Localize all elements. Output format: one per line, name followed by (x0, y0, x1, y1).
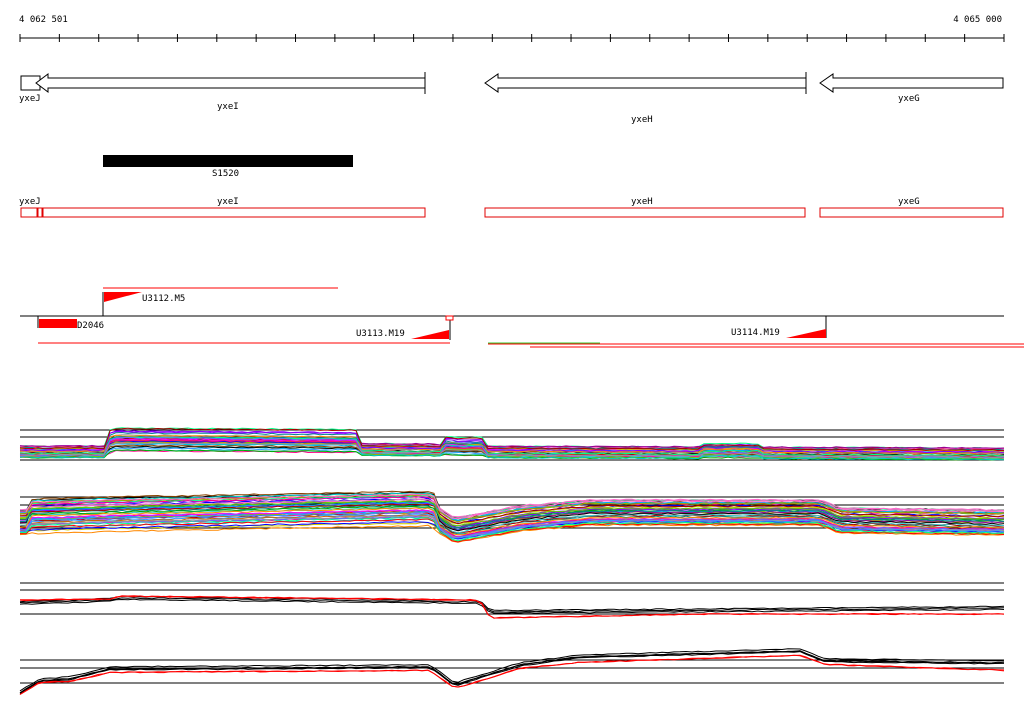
gene-label-yxeG: yxeG (898, 94, 920, 104)
expression-profile (19, 442, 1005, 458)
coordinate-ruler: 4 062 501 4 065 000 (19, 15, 1005, 42)
expression-profile (19, 493, 1005, 520)
gene-box-yxeG[interactable] (819, 207, 1004, 218)
expression-panel-4 (19, 648, 1005, 695)
transcript-D2046[interactable]: D2046 (37, 316, 450, 344)
gene-box-yxeJ[interactable] (20, 207, 38, 218)
expression-profile (19, 654, 1005, 695)
gene-label-yxeI: yxeI (217, 102, 239, 112)
gene-arrow-yxeJ[interactable]: yxeJ (19, 75, 41, 104)
expression-profile (19, 523, 1005, 543)
ruler-start-label: 4 062 501 (19, 15, 68, 25)
expression-profile (20, 595, 1005, 619)
gene-arrow-yxeG[interactable]: yxeG (819, 73, 1004, 104)
expression-profile (19, 518, 1005, 543)
expression-profile (19, 434, 1005, 454)
expression-profile (19, 500, 1005, 527)
gene-track: yxeJ yxeI yxeH yxeG (19, 72, 1004, 125)
expression-profile (19, 502, 1005, 529)
expression-profile (19, 597, 1005, 613)
segment-label: S1520 (212, 169, 239, 179)
gene-box-yxeJ-end (37, 207, 43, 218)
gene-box-label-yxeI: yxeI (217, 197, 239, 207)
transcript-label-U3113: U3113.M19 (356, 329, 405, 339)
expression-profile (19, 427, 1005, 452)
expression-profile (19, 430, 1005, 454)
expression-profile (19, 651, 1004, 694)
expression-profile (19, 648, 1005, 692)
expression-profile (19, 438, 1005, 452)
expression-panel-1 (19, 427, 1005, 461)
expression-profile (19, 598, 1005, 615)
ruler-ticks (19, 34, 1005, 42)
gene-label-yxeJ: yxeJ (19, 94, 41, 104)
gene-box-label-yxeJ: yxeJ (19, 197, 41, 207)
transcript-U3114[interactable]: U3114.M19 (488, 316, 1024, 348)
gene-box-yxeH[interactable] (484, 207, 806, 218)
gene-box-label-yxeH: yxeH (631, 197, 653, 207)
expression-profile (19, 500, 1005, 529)
expression-profile (19, 516, 1005, 542)
expression-panel-3 (19, 582, 1005, 619)
expression-profile (19, 498, 1005, 518)
expression-profile (19, 510, 1005, 539)
segment-track: S1520 (103, 155, 353, 179)
gene-label-yxeH: yxeH (631, 115, 653, 125)
transcript-U3113[interactable]: U3113.M19 (356, 315, 454, 340)
transcript-label-U3112: U3112.M5 (142, 294, 185, 304)
transcript-U3112[interactable]: U3112.M5 (102, 287, 338, 316)
gene-box-yxeI[interactable] (42, 207, 426, 218)
gene-arrow-yxeH[interactable]: yxeH (484, 72, 807, 125)
transcript-label-D2046: D2046 (77, 321, 104, 331)
segment-bar-S1520[interactable] (103, 155, 353, 167)
expression-profile (19, 595, 1005, 619)
transcript-label-U3114: U3114.M19 (731, 328, 780, 338)
ruler-end-label: 4 065 000 (953, 15, 1002, 25)
gene-box-label-yxeG: yxeG (898, 197, 920, 207)
expression-profile (19, 507, 1005, 536)
gene-arrow-yxeI[interactable]: yxeI (35, 72, 426, 112)
gene-box-track: yxeJ yxeI yxeH yxeG (19, 197, 1004, 218)
expression-panel-2 (19, 490, 1005, 543)
expression-profile (19, 515, 1005, 539)
expression-profile (19, 436, 1005, 457)
transcript-track: U3112.M5 D2046 U3113.M19 U3114.M19 (20, 287, 1024, 348)
expression-profile (19, 503, 1005, 525)
